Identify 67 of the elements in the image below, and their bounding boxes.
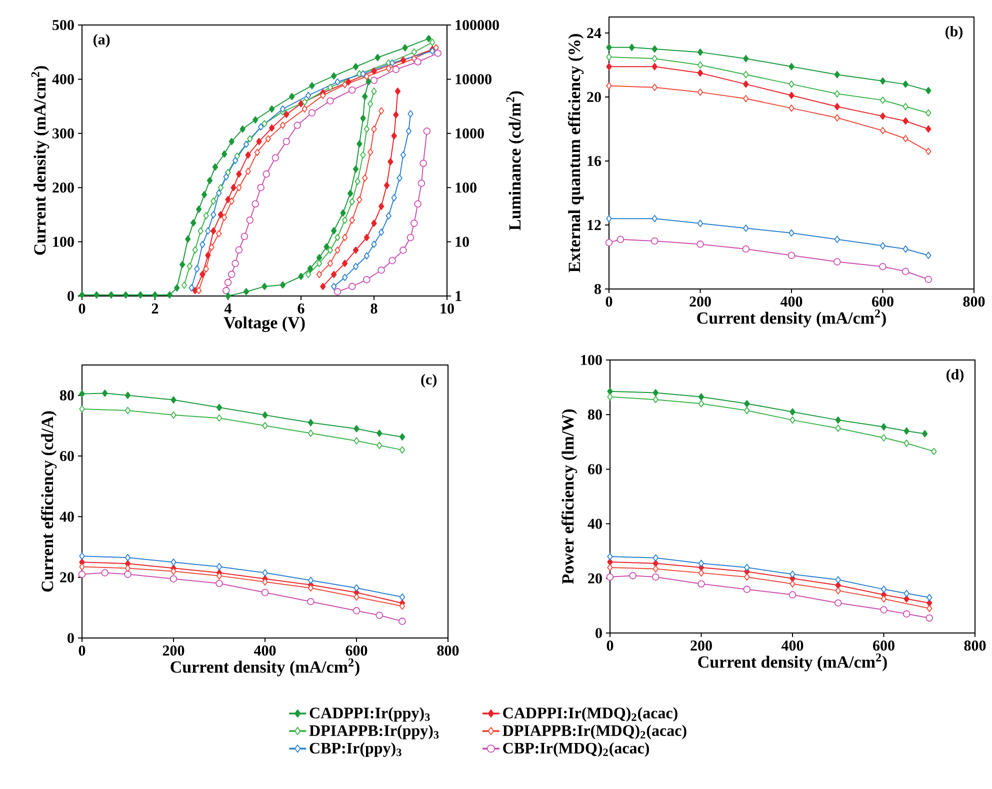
y-tick-label: 500	[52, 20, 74, 30]
x-tick-label: 8	[370, 304, 378, 314]
y-axis-title: Current efficiency (cd/A)	[41, 411, 57, 592]
y-tick-label: 100	[53, 236, 74, 247]
y-tick-label: 60	[588, 464, 602, 474]
x-tick-label: 10	[440, 304, 454, 314]
text: (c)	[421, 374, 437, 388]
y-axis-title: Power efficiency (lm/W)	[562, 409, 578, 584]
y-tick-label: 80	[60, 390, 74, 400]
y-tick-label: 80	[588, 410, 602, 420]
y-tick-label: 300	[52, 128, 74, 138]
y2-tick-label: 100000	[456, 20, 499, 30]
y-tick-label: 20	[60, 572, 74, 582]
y-tick-label: 0	[68, 632, 74, 644]
y-axis-title: Current density (mA/cm$^{2}$)	[31, 66, 50, 255]
legend-label: DPIAPPB:Ir(MDQ)$_{2}$(acac)	[502, 724, 686, 740]
y-tick-label: 16	[588, 156, 602, 166]
x-tick-label: 200	[690, 296, 711, 307]
legend-label: CBP:Ir(MDQ)$_{2}$(acac)	[503, 742, 650, 757]
y-tick-label: 60	[60, 450, 74, 462]
x-tick-label: 400	[781, 640, 804, 651]
y-axis-title: External quantum efficiency (%)	[568, 34, 584, 272]
x-axis-title: Current density (mA/cm$^{2}$)	[698, 653, 887, 672]
x-tick-label: 2	[152, 304, 158, 314]
x-axis-title: Current density (mA/cm$^{2}$)	[697, 309, 886, 328]
x-tick-label: 600	[346, 646, 368, 656]
y-tick-label: 12	[588, 220, 601, 230]
y2-tick-label: 100	[456, 182, 476, 193]
x-tick-label: 400	[254, 646, 276, 656]
x-tick-label: 0	[78, 646, 86, 656]
x-tick-label: 600	[872, 296, 894, 307]
legend-label: CBP:Ir(ppy)$_{3}$	[310, 742, 402, 757]
x-tick-label: 6	[298, 304, 304, 314]
y-tick-label: 20	[587, 92, 601, 102]
x-tick-label: 800	[964, 640, 986, 651]
x-tick-label: 600	[873, 640, 894, 651]
y-tick-label: 0	[596, 628, 602, 638]
y2-tick-label: 10	[456, 236, 469, 247]
x-tick-label: 200	[690, 640, 712, 651]
x-tick-label: 4	[224, 304, 232, 314]
x-tick-label: 800	[437, 646, 459, 656]
y-tick-label: 400	[52, 74, 74, 84]
x-tick-label: 200	[162, 646, 184, 656]
legend-label: CADPPI:Ir(MDQ)$_{2}$(acac)	[503, 707, 678, 722]
x-tick-label: 0	[606, 640, 614, 651]
x-tick-label: 0	[78, 304, 86, 314]
text: (a)	[93, 34, 110, 48]
x-tick-label: 0	[606, 296, 612, 307]
x-axis-title: Voltage (V)	[224, 316, 305, 332]
y2-tick-label: 10000	[456, 74, 492, 84]
y-tick-label: 24	[587, 28, 602, 38]
legend-label: DPIAPPB:Ir(ppy)$_{3}$	[309, 724, 439, 740]
y2-axis-title: Luminance (cd/m$^{2}$)	[506, 91, 524, 230]
y2-tick-label: 1	[456, 291, 462, 301]
y-tick-label: 200	[52, 182, 74, 193]
text: (d)	[946, 368, 964, 383]
y-tick-label: 20	[588, 573, 602, 584]
y-tick-label: 40	[60, 512, 74, 522]
y2-tick-label: 1000	[456, 128, 484, 138]
text: (b)	[946, 26, 963, 40]
legend-label: CADPPI:Ir(ppy)$_{3}$	[310, 707, 430, 722]
x-tick-label: 400	[780, 296, 802, 307]
y-tick-label: 40	[588, 518, 602, 529]
x-axis-title: Current density (mA/cm$^{2}$)	[170, 658, 360, 676]
x-tick-label: 800	[963, 296, 985, 307]
y-tick-label: 8	[594, 284, 601, 294]
y-tick-label: 100	[581, 354, 602, 366]
